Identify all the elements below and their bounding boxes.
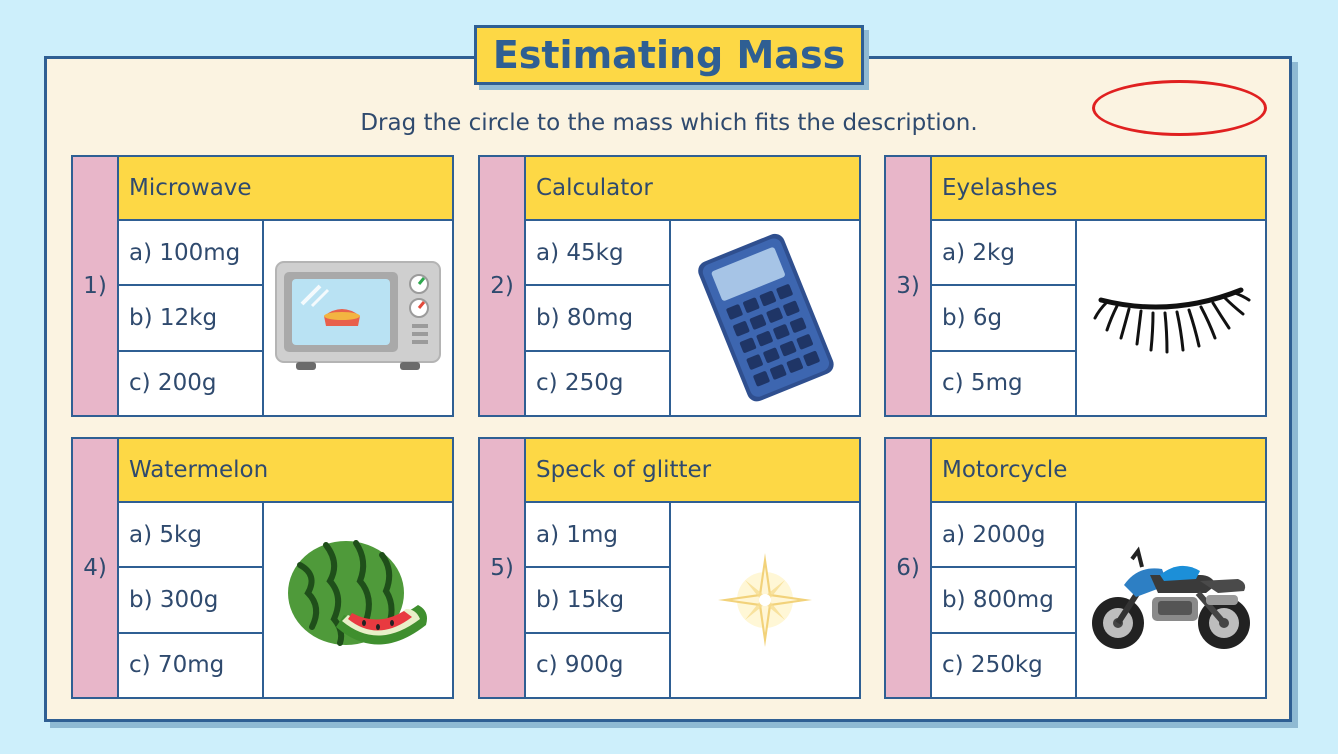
- answer-option-b[interactable]: b) 12kg: [119, 286, 262, 352]
- question-number: 3): [886, 157, 932, 415]
- answer-option-c[interactable]: c) 900g: [536, 652, 624, 679]
- answer-option-c[interactable]: c) 5mg: [942, 370, 1023, 397]
- question-number: 6): [886, 439, 932, 697]
- answer-option-c[interactable]: c) 250g: [536, 370, 624, 397]
- calculator-icon: [671, 221, 859, 415]
- question-number: 5): [480, 439, 526, 697]
- motorcycle-icon: [1077, 503, 1265, 697]
- drag-circle[interactable]: [1092, 80, 1267, 136]
- item-name: Watermelon: [119, 439, 452, 503]
- answer-option-a[interactable]: a) 2000g: [932, 503, 1075, 569]
- question-card-4: 4) Watermelon a) 5kg b) 300g c) 70mg: [71, 437, 454, 699]
- instruction-text: Drag the circle to the mass which fits t…: [360, 110, 978, 136]
- question-card-5: 5) Speck of glitter a) 1mg b) 15kg c) 90…: [478, 437, 861, 699]
- answer-option-b[interactable]: b) 80mg: [526, 286, 669, 352]
- answer-option-b[interactable]: b) 300g: [119, 568, 262, 634]
- watermelon-icon: [264, 503, 452, 697]
- answer-option-b[interactable]: b) 800mg: [932, 568, 1075, 634]
- glitter-icon: [671, 503, 859, 697]
- item-name: Speck of glitter: [526, 439, 859, 503]
- microwave-icon: [264, 221, 452, 415]
- question-card-3: 3) Eyelashes a) 2kg b) 6g c) 5mg: [884, 155, 1267, 417]
- question-card-1: 1) Microwave a) 100mg b) 12kg c) 200g: [71, 155, 454, 417]
- question-number: 2): [480, 157, 526, 415]
- answer-option-c[interactable]: c) 200g: [129, 370, 217, 397]
- answer-option-c[interactable]: c) 250kg: [942, 652, 1043, 679]
- answer-option-b[interactable]: b) 15kg: [526, 568, 669, 634]
- page-title: Estimating Mass: [474, 25, 864, 85]
- answer-option-a[interactable]: a) 2kg: [932, 221, 1075, 287]
- answer-option-a[interactable]: a) 5kg: [119, 503, 262, 569]
- answer-option-b[interactable]: b) 6g: [932, 286, 1075, 352]
- eyelashes-icon: [1077, 221, 1265, 415]
- answer-options: a) 2000g b) 800mg c) 250kg: [932, 503, 1077, 697]
- answer-options: a) 2kg b) 6g c) 5mg: [932, 221, 1077, 415]
- item-name: Motorcycle: [932, 439, 1265, 503]
- question-card-6: 6) Motorcycle a) 2000g b) 800mg c) 250kg: [884, 437, 1267, 699]
- answer-options: a) 1mg b) 15kg c) 900g: [526, 503, 671, 697]
- item-name: Calculator: [526, 157, 859, 221]
- answer-options: a) 45kg b) 80mg c) 250g: [526, 221, 671, 415]
- question-card-2: 2) Calculator a) 45kg b) 80mg c) 250g: [478, 155, 861, 417]
- answer-option-a[interactable]: a) 1mg: [526, 503, 669, 569]
- answer-option-c[interactable]: c) 70mg: [129, 652, 225, 679]
- answer-options: a) 100mg b) 12kg c) 200g: [119, 221, 264, 415]
- answer-option-a[interactable]: a) 100mg: [119, 221, 262, 287]
- item-name: Eyelashes: [932, 157, 1265, 221]
- answer-options: a) 5kg b) 300g c) 70mg: [119, 503, 264, 697]
- answer-option-a[interactable]: a) 45kg: [526, 221, 669, 287]
- question-number: 4): [73, 439, 119, 697]
- question-number: 1): [73, 157, 119, 415]
- item-name: Microwave: [119, 157, 452, 221]
